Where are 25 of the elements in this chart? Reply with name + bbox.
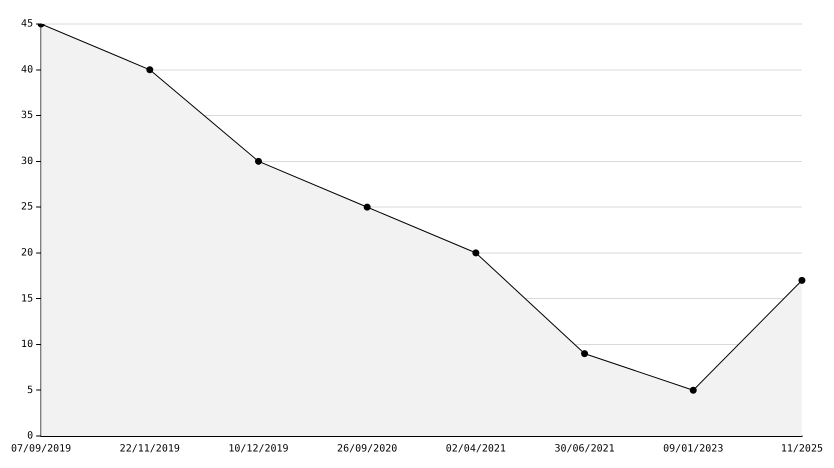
x-tick-label: 11/2025 xyxy=(780,444,824,455)
point xyxy=(472,249,480,256)
x-tick-label: 30/06/2021 xyxy=(554,444,615,455)
x-tick-label: 26/09/2020 xyxy=(337,444,398,455)
x-tick-label: 02/04/2021 xyxy=(446,444,506,455)
y-tick-label: 15 xyxy=(21,293,34,304)
y-tick-label: 35 xyxy=(21,110,34,122)
y-tick-label: 5 xyxy=(27,384,34,396)
x-tick-label: 09/01/2023 xyxy=(663,444,724,455)
point xyxy=(690,386,697,394)
y-tick-label: 25 xyxy=(21,202,34,213)
point xyxy=(364,204,371,211)
x-tick-label: 22/11/2019 xyxy=(120,444,180,455)
point xyxy=(581,350,588,358)
y-tick-label: 20 xyxy=(21,247,34,258)
y-tick-label: 0 xyxy=(27,430,34,442)
y-tick-label: 10 xyxy=(21,339,34,350)
point xyxy=(254,158,262,165)
point xyxy=(798,276,806,284)
y-tick-label: 40 xyxy=(21,64,34,76)
x-tick-label: 07/09/2019 xyxy=(10,444,72,455)
point xyxy=(146,66,154,74)
y-tick-label: 45 xyxy=(21,18,34,30)
x-tick-label: 10/12/2019 xyxy=(228,444,289,455)
y-tick-label: 30 xyxy=(21,156,34,167)
